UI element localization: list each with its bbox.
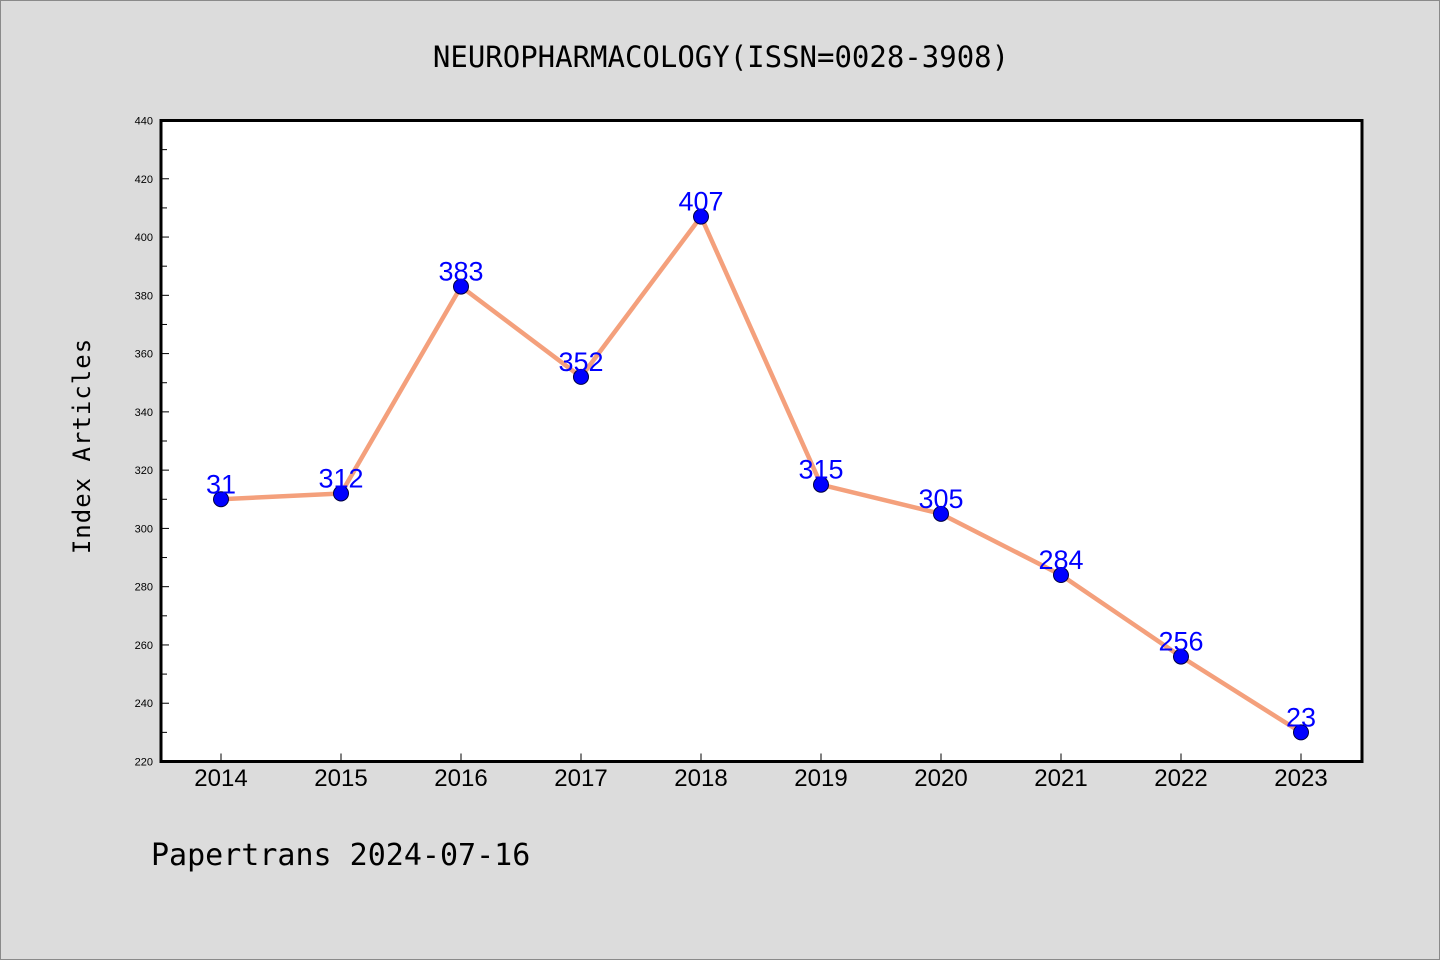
y-tick-label: 440 — [135, 116, 153, 128]
data-label: 352 — [558, 347, 603, 377]
x-tick-label: 2017 — [554, 765, 607, 792]
x-tick-label: 2023 — [1274, 765, 1327, 792]
y-tick-label: 380 — [135, 290, 153, 302]
data-label: 284 — [1038, 545, 1083, 575]
x-axis: 2014 2015 2016 2017 2018 2019 2020 2021 2022 2023 — [194, 753, 1328, 792]
plot-area — [161, 120, 1362, 762]
series-line-group: 31 312 383 352 407 315 305 284 256 23 — [206, 187, 1316, 741]
y-tick-label: 260 — [135, 640, 153, 652]
x-tick-label: 2014 — [194, 765, 247, 792]
data-point-marker — [213, 491, 229, 508]
x-tick-label: 2020 — [914, 765, 967, 792]
x-tick-label: 2022 — [1154, 765, 1207, 792]
y-tick-label: 240 — [135, 698, 153, 710]
data-label: 315 — [798, 455, 843, 485]
data-point-marker — [813, 476, 829, 493]
y-tick-label: 400 — [135, 232, 153, 244]
data-label: 23 — [1286, 702, 1316, 732]
y-tick-label: 360 — [135, 349, 153, 361]
x-tick-label: 2019 — [794, 765, 847, 792]
y-tick-label: 300 — [135, 523, 153, 535]
y-axis: 220 240 260 280 300 320 340 360 380 400 420 440 — [135, 116, 169, 769]
y-tick-label: 340 — [135, 407, 153, 419]
y-tick-label: 280 — [135, 582, 153, 594]
x-tick-label: 2021 — [1034, 765, 1087, 792]
data-point-marker — [573, 368, 589, 385]
x-tick-label: 2015 — [314, 765, 367, 792]
data-point-marker — [1053, 567, 1069, 584]
series-line — [218, 214, 1304, 735]
data-label: 312 — [318, 463, 363, 493]
data-label: 31 — [206, 469, 236, 499]
chart-title: NEUROPHARMACOLOGY(ISSN=0028-3908) — [433, 40, 1009, 74]
data-point-marker — [333, 485, 349, 502]
y-tick-label: 420 — [135, 174, 153, 186]
y-tick-label: 220 — [135, 757, 153, 769]
data-label: 305 — [918, 484, 963, 514]
data-label: 383 — [438, 257, 483, 287]
plot-frame — [159, 119, 1364, 763]
y-axis-label: Index Articles — [68, 338, 96, 554]
y-tick-label: 320 — [135, 465, 153, 477]
x-tick-label: 2018 — [674, 765, 727, 792]
data-point-marker — [453, 278, 469, 295]
data-label: 407 — [678, 187, 723, 217]
data-point-marker — [693, 208, 709, 225]
data-point-marker — [1293, 724, 1309, 741]
data-point-marker — [933, 505, 949, 522]
x-tick-label: 2016 — [434, 765, 487, 792]
data-point-marker — [1173, 648, 1189, 665]
data-label: 256 — [1158, 627, 1203, 657]
footer-credit: Papertrans 2024-07-16 — [151, 838, 530, 873]
